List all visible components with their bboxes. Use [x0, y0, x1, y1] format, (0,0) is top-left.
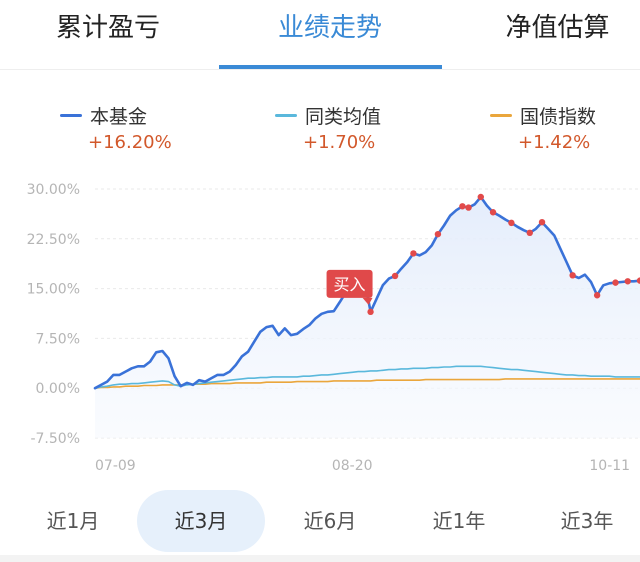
- legend-value-fund: +16.20%: [88, 132, 172, 153]
- trade-marker: [434, 230, 442, 238]
- legend-swatch-peer-average: [275, 114, 297, 117]
- trade-marker: [624, 278, 631, 285]
- buy-annotation-label: 买入: [334, 275, 366, 294]
- tab-cumulative-pnl[interactable]: 累计盈亏: [55, 13, 160, 43]
- range-1-year[interactable]: 近1年: [432, 509, 486, 533]
- trade-marker: [391, 272, 399, 280]
- tab-nav-estimate[interactable]: 净值估算: [505, 13, 610, 43]
- tab-bar: 累计盈亏 业绩走势 净值估算: [0, 0, 640, 70]
- y-tick-label: 30.00%: [27, 182, 80, 198]
- trade-marker: [489, 209, 497, 216]
- legend-value-peer-average: +1.70%: [303, 132, 376, 153]
- y-tick-label: 7.50%: [36, 331, 80, 347]
- y-tick-label: -7.50%: [30, 431, 80, 447]
- y-tick-label: 15.00%: [27, 282, 80, 298]
- range-1-month[interactable]: 近1月: [46, 509, 100, 533]
- legend-swatch-fund: [60, 114, 82, 117]
- trade-marker: [459, 203, 466, 210]
- range-3-years[interactable]: 近3年: [560, 509, 614, 533]
- tab-performance-trend[interactable]: 业绩走势: [277, 13, 382, 43]
- bottom-divider: [0, 555, 640, 562]
- x-tick-label: 08-20: [332, 458, 373, 474]
- y-tick-label: 0.00%: [36, 381, 80, 397]
- legend-swatch-treasury-index: [490, 114, 512, 117]
- buy-annotation-pointer: [362, 297, 373, 305]
- trade-marker: [538, 219, 546, 226]
- trade-marker: [636, 277, 640, 284]
- trade-marker: [508, 219, 515, 227]
- tab-divider: [0, 69, 640, 70]
- trade-marker: [465, 204, 472, 211]
- trade-marker: [477, 193, 484, 201]
- fund-area-fill: [95, 197, 640, 438]
- trade-marker: [367, 308, 374, 316]
- trade-marker: [526, 229, 533, 237]
- active-tab-indicator: [219, 65, 442, 69]
- legend-label-fund: 本基金: [90, 106, 148, 128]
- time-range-selector: 近1月 近3月 近6月 近1年 近3年: [0, 490, 640, 560]
- trade-marker: [410, 250, 417, 257]
- legend-label-peer-average: 同类均值: [305, 106, 382, 128]
- range-3-months[interactable]: 近3月: [137, 490, 265, 552]
- performance-chart[interactable]: 30.00% 22.50% 15.00% 7.50% 0.00% -7.50% 买入 07…: [0, 170, 640, 480]
- trade-marker: [612, 279, 619, 286]
- x-tick-label: 10-11: [589, 458, 630, 474]
- range-6-months[interactable]: 近6月: [303, 509, 357, 533]
- chart-legend: 本基金 +16.20% 同类均值 +1.70% 国债指数 +1.42%: [0, 100, 640, 160]
- legend-label-treasury-index: 国债指数: [520, 106, 597, 128]
- buy-annotation-box: [326, 269, 373, 298]
- legend-value-treasury-index: +1.42%: [518, 132, 591, 153]
- trade-marker: [593, 292, 601, 299]
- x-tick-label: 07-09: [95, 458, 136, 474]
- trade-marker: [569, 272, 576, 279]
- peer-average-series-line: [94, 365, 640, 389]
- y-tick-label: 22.50%: [27, 232, 80, 248]
